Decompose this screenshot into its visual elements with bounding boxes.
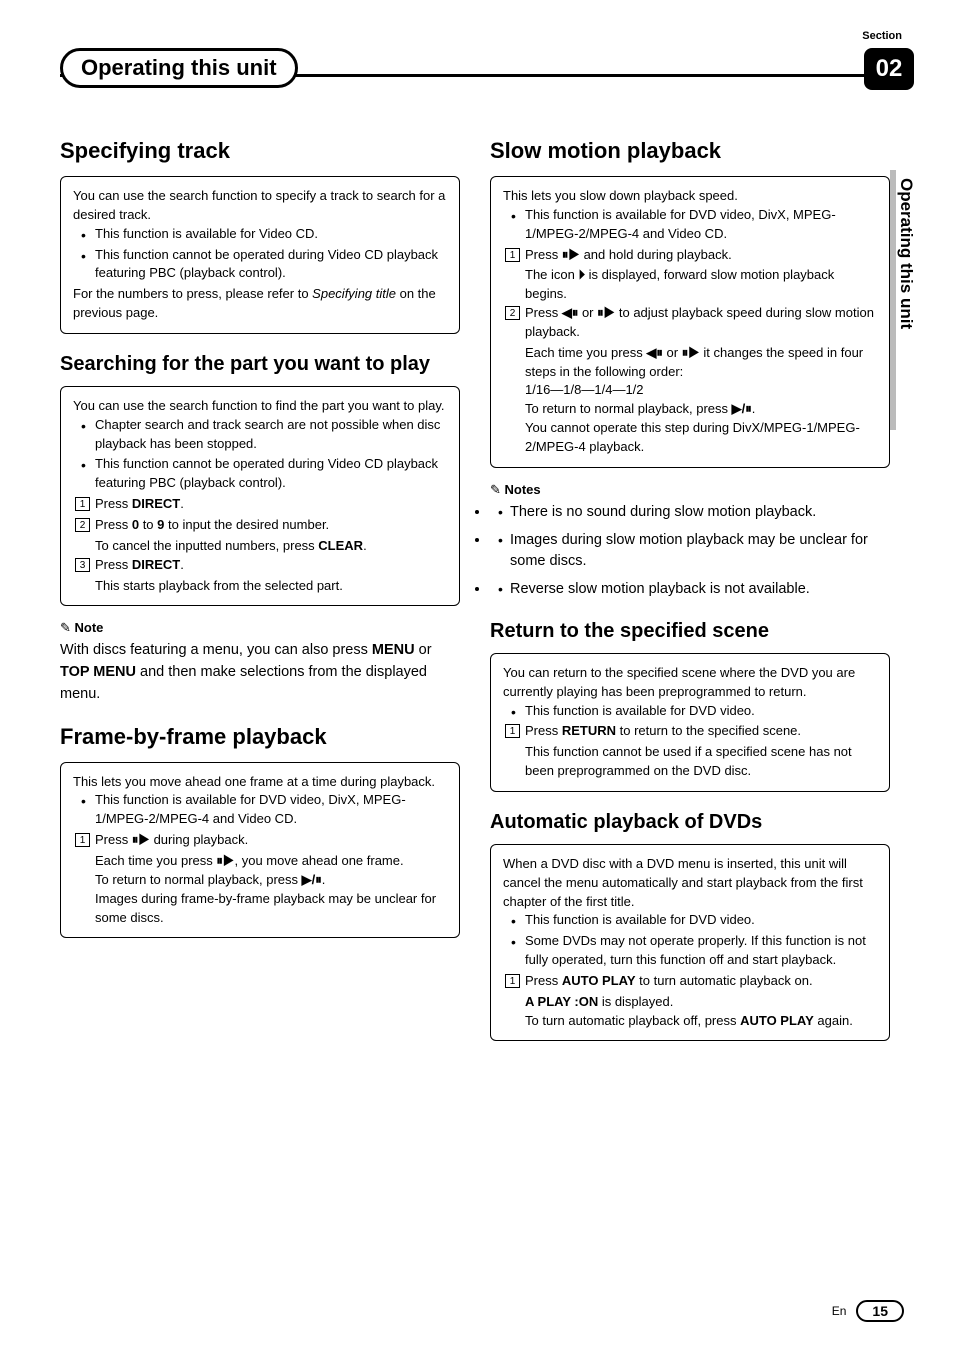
text: This lets you move ahead one frame at a … — [73, 773, 447, 792]
step: 2Press ◀⏸ or ⏸▶ to adjust playback speed… — [503, 304, 877, 342]
heading-searching-part: Searching for the part you want to play — [60, 352, 460, 376]
step: 1Press RETURN to return to the specified… — [503, 722, 877, 741]
step: 1Press ⏸▶ and hold during playback. — [503, 246, 877, 265]
text: This lets you slow down playback speed. — [503, 187, 877, 206]
footer-lang: En — [832, 1304, 847, 1318]
step: 1Press ⏸▶ during playback. — [73, 831, 447, 850]
text: To cancel the inputted numbers, press CL… — [73, 537, 447, 556]
text: Each time you press ⏸▶, you move ahead o… — [73, 852, 447, 871]
text: This starts playback from the selected p… — [73, 577, 447, 596]
box-specifying-track: You can use the search function to speci… — [60, 176, 460, 334]
box-slow-motion: This lets you slow down playback speed. … — [490, 176, 890, 468]
box-return-scene: You can return to the specified scene wh… — [490, 653, 890, 792]
bullet: Some DVDs may not operate properly. If t… — [503, 932, 877, 970]
heading-return-scene: Return to the specified scene — [490, 619, 890, 643]
note-heading: Note — [60, 620, 460, 636]
notes-list: There is no sound during slow motion pla… — [490, 502, 890, 601]
text: For the numbers to press, please refer t… — [73, 285, 447, 323]
bullet: This function is available for DVD video… — [503, 206, 877, 244]
text: A PLAY :ON is displayed. — [503, 993, 877, 1012]
footer: En 15 — [832, 1300, 904, 1322]
bullet: This function is available for DVD video… — [503, 702, 877, 721]
text: You can return to the specified scene wh… — [503, 664, 877, 702]
text: You can use the search function to speci… — [73, 187, 447, 225]
box-auto-playback: When a DVD disc with a DVD menu is inser… — [490, 844, 890, 1042]
text: To return to normal playback, press ▶/⏸. — [73, 871, 447, 890]
bullet: This function is available for Video CD. — [73, 225, 447, 244]
step: 1Press DIRECT. — [73, 495, 447, 514]
text: Each time you press ◀⏸ or ⏸▶ it changes … — [503, 344, 877, 382]
right-column: Slow motion playback This lets you slow … — [490, 120, 890, 1055]
heading-frame-by-frame: Frame-by-frame playback — [60, 724, 460, 750]
heading-auto-playback: Automatic playback of DVDs — [490, 810, 890, 834]
note-body: With discs featuring a menu, you can als… — [60, 640, 460, 705]
text: 1/16—1/8—1/4—1/2 — [503, 381, 877, 400]
text: When a DVD disc with a DVD menu is inser… — [503, 855, 877, 912]
bullet: This function cannot be operated during … — [73, 455, 447, 493]
step: 1Press AUTO PLAY to turn automatic playb… — [503, 972, 877, 991]
content-columns: Specifying track You can use the search … — [60, 120, 914, 1055]
step: 3Press DIRECT. — [73, 556, 447, 575]
bullet: This function is available for DVD video… — [73, 791, 447, 829]
note-item: Images during slow motion playback may b… — [490, 530, 890, 574]
text: You can use the search function to find … — [73, 397, 447, 416]
text: Images during frame-by-frame playback ma… — [73, 890, 447, 928]
text: To turn automatic playback off, press AU… — [503, 1012, 877, 1031]
page-number: 15 — [856, 1300, 904, 1322]
text: This function cannot be used if a specif… — [503, 743, 877, 781]
note-item: There is no sound during slow motion pla… — [490, 502, 890, 524]
note-item: Reverse slow motion playback is not avai… — [490, 579, 890, 601]
heading-specifying-track: Specifying track — [60, 138, 460, 164]
chapter-title-pill: Operating this unit — [60, 48, 298, 88]
side-tab-label: Operating this unit — [894, 170, 916, 329]
left-column: Specifying track You can use the search … — [60, 120, 460, 1055]
bullet: Chapter search and track search are not … — [73, 416, 447, 454]
section-number-badge: 02 — [864, 48, 914, 90]
bullet: This function is available for DVD video… — [503, 911, 877, 930]
text: To return to normal playback, press ▶/⏸. — [503, 400, 877, 419]
side-tab: Operating this unit — [890, 170, 914, 430]
heading-slow-motion: Slow motion playback — [490, 138, 890, 164]
bullet: This function cannot be operated during … — [73, 246, 447, 284]
notes-heading: Notes — [490, 482, 890, 498]
step: 2Press 0 to 9 to input the desired numbe… — [73, 516, 447, 535]
text: The icon ⏵ is displayed, forward slow mo… — [503, 266, 877, 304]
text: You cannot operate this step during DivX… — [503, 419, 877, 457]
box-frame-by-frame: This lets you move ahead one frame at a … — [60, 762, 460, 939]
box-searching-part: You can use the search function to find … — [60, 386, 460, 606]
section-label: Section — [862, 30, 902, 42]
